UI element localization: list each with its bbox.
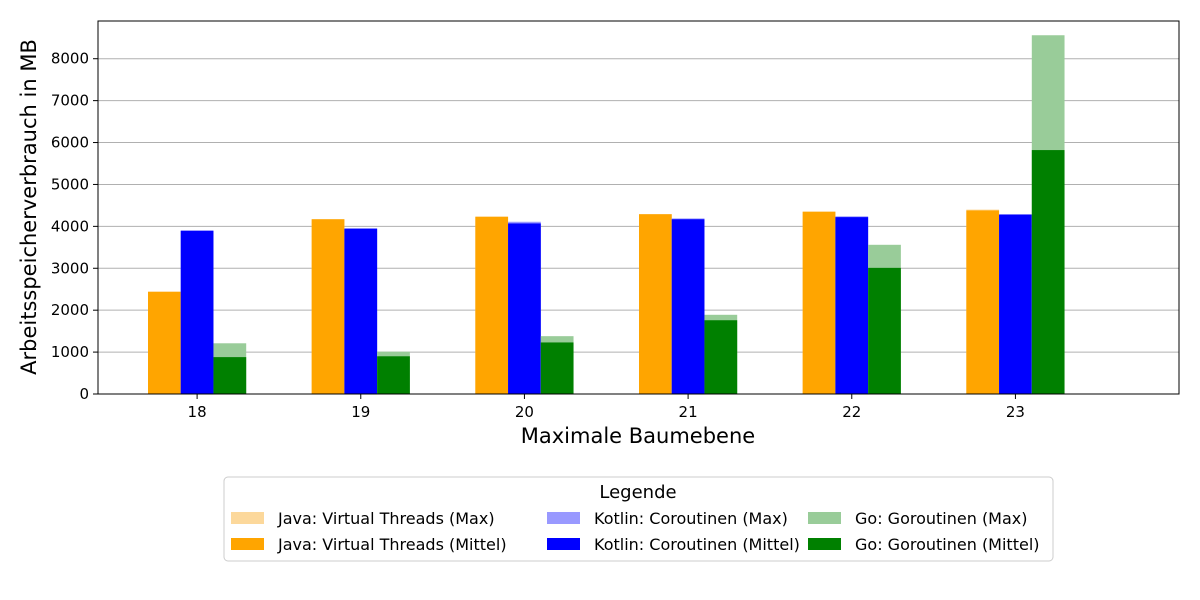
- legend-swatch: [808, 512, 841, 524]
- legend-items: Java: Virtual Threads (Max) Kotlin: Corou…: [231, 509, 1040, 554]
- y-tick-label: 0: [79, 385, 89, 403]
- legend-label: Kotlin: Coroutinen (Max): [594, 509, 788, 528]
- y-axis-title: Arbeitsspeicherverbrauch in MB: [17, 39, 41, 375]
- y-tick-label: 5000: [51, 175, 89, 193]
- y-tick-label: 7000: [51, 92, 89, 110]
- bar-go-mean: [704, 320, 738, 394]
- legend-swatch: [547, 538, 580, 550]
- bar-go-mean: [1031, 150, 1065, 394]
- bar-kotlin-mean: [671, 219, 705, 394]
- bar-go-mean: [213, 357, 247, 394]
- x-tick-label: 19: [351, 403, 370, 421]
- x-tick-label: 21: [679, 403, 698, 421]
- legend: Legende Java: Virtual Threads (Max) Kotli…: [223, 476, 1054, 562]
- bars: [148, 35, 1065, 394]
- y-tick-label: 6000: [51, 134, 89, 152]
- bar-java-mean: [311, 219, 345, 394]
- bar-java-mean: [475, 216, 509, 394]
- x-tick-label: 22: [842, 403, 861, 421]
- bar-java-mean: [639, 214, 672, 394]
- plot-frame: [97, 20, 1180, 395]
- legend-swatch: [808, 538, 841, 550]
- x-tick-label: 18: [188, 403, 207, 421]
- x-tick-label: 23: [1006, 403, 1025, 421]
- bar-kotlin-mean: [180, 230, 214, 394]
- bar-java-mean: [802, 211, 836, 394]
- bar-go-mean: [540, 342, 574, 394]
- legend-swatch: [231, 538, 264, 550]
- legend-title: Legende: [599, 482, 676, 503]
- bar-kotlin-mean: [835, 217, 869, 394]
- bar-go-mean: [868, 267, 901, 394]
- y-tick-label: 4000: [51, 217, 89, 235]
- x-tick-label: 20: [515, 403, 534, 421]
- x-axis-title: Maximale Baumebene: [521, 424, 755, 448]
- bar-kotlin-mean: [344, 228, 378, 394]
- y-tick-label: 1000: [51, 343, 89, 361]
- y-tick-label: 8000: [51, 50, 89, 68]
- legend-label: Java: Virtual Threads (Max): [277, 509, 495, 528]
- y-tick-label: 2000: [51, 301, 89, 319]
- legend-label: Kotlin: Coroutinen (Mittel): [594, 535, 800, 554]
- legend-box: [223, 476, 1054, 562]
- x-axis-ticks: 18 19 20 21 22 23: [188, 394, 1025, 421]
- y-tick-label: 3000: [51, 259, 89, 277]
- bar-go-mean: [377, 356, 410, 394]
- bar-kotlin-mean: [999, 214, 1032, 394]
- bar-java-mean: [966, 210, 1000, 394]
- y-axis-ticks: 0 1000 2000 3000 4000 5000 6000 7000 8000: [51, 50, 98, 403]
- bar-java-mean: [148, 291, 181, 394]
- legend-label: Java: Virtual Threads (Mittel): [277, 535, 507, 554]
- legend-swatch: [231, 512, 264, 524]
- bar-kotlin-mean: [508, 223, 541, 394]
- legend-label: Go: Goroutinen (Mittel): [855, 535, 1040, 554]
- legend-swatch: [547, 512, 580, 524]
- gridlines: [98, 58, 1179, 395]
- legend-label: Go: Goroutinen (Max): [855, 509, 1028, 528]
